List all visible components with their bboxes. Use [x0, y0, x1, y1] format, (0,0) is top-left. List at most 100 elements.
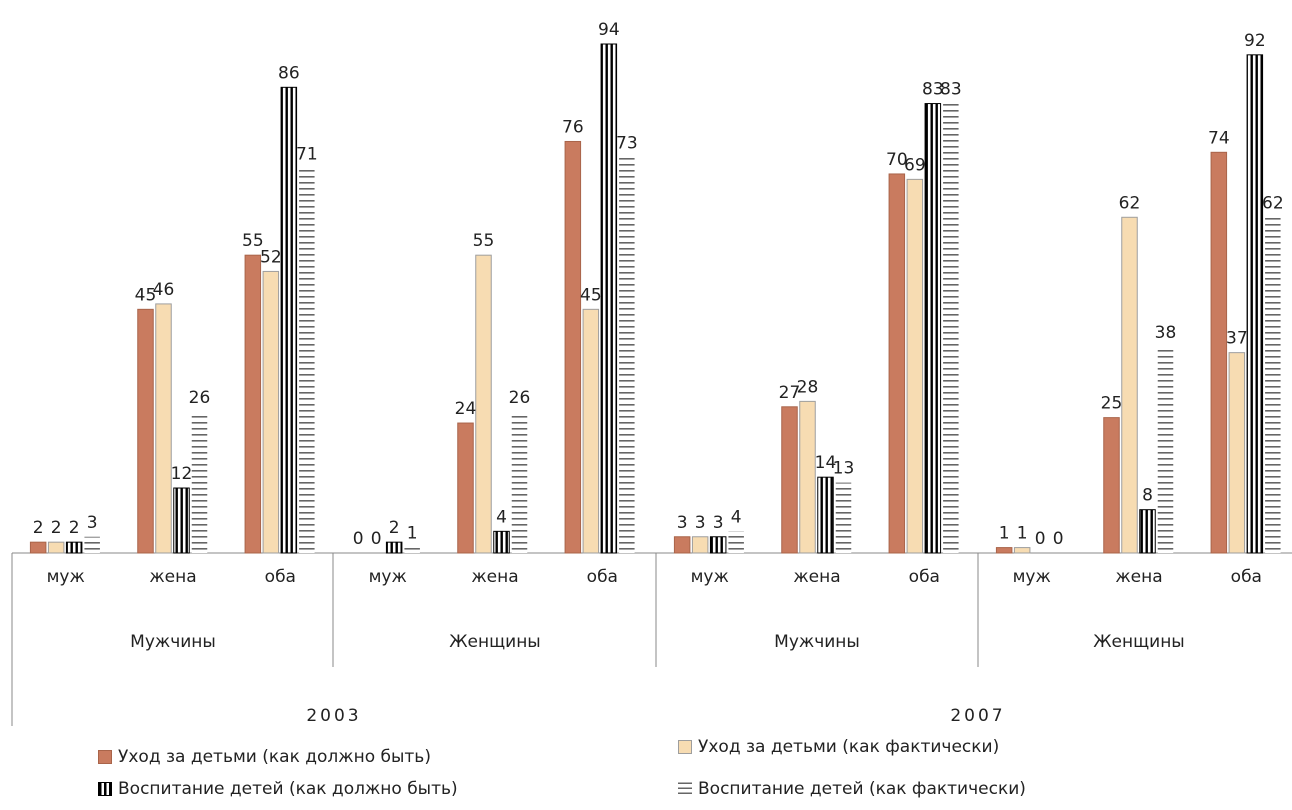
bar-s0-c11	[1210, 151, 1228, 554]
data-label-s1-c8: 69	[904, 155, 926, 175]
data-label-s1-c9: 1	[1017, 524, 1028, 544]
bar-s3-c7	[835, 482, 852, 553]
data-label-s0-c6: 3	[677, 513, 688, 533]
group-label-0: Мужчины	[130, 632, 216, 652]
data-label-s1-c6: 3	[695, 513, 706, 533]
data-label-s1-c10: 62	[1119, 193, 1141, 213]
data-labels-layer: 2455502476327701257424652055453286916237…	[33, 20, 1284, 549]
bar-s1-c11	[1228, 352, 1246, 554]
data-label-s2-c2: 86	[278, 63, 300, 83]
data-label-s0-c4: 24	[455, 399, 477, 419]
category-label-10: жена	[1115, 567, 1162, 587]
category-labels-layer: муж жена оба муж жена оба муж жена оба муж жена оба…	[47, 567, 1262, 726]
data-label-s2-c9: 0	[1035, 529, 1046, 549]
category-label-7: жена	[793, 567, 840, 587]
bar-s2-c3	[385, 541, 403, 554]
bar-s3-c0	[84, 536, 100, 553]
bar-s1-c4	[475, 254, 492, 554]
bar-s1-c7	[799, 400, 816, 554]
bar-s1-c10	[1121, 216, 1138, 554]
data-label-s3-c9: 0	[1053, 529, 1064, 549]
bar-s2-c11	[1246, 54, 1264, 554]
bar-s0-c6	[673, 536, 691, 554]
data-label-s3-c2: 71	[296, 145, 318, 165]
group-label-1: Женщины	[449, 632, 540, 652]
bar-s1-c6	[691, 536, 709, 554]
bar-s2-c5	[600, 43, 618, 554]
data-label-s0-c3: 0	[353, 529, 364, 549]
bar-s3-c11	[1265, 217, 1281, 553]
data-label-s3-c4: 26	[509, 388, 531, 408]
bar-s2-c7	[817, 476, 834, 554]
bar-s1-c2	[262, 270, 280, 554]
data-label-s2-c3: 2	[389, 518, 400, 538]
category-label-2: оба	[265, 567, 296, 587]
data-label-s1-c0: 2	[51, 518, 62, 538]
bars-layer	[29, 43, 1281, 554]
data-label-s2-c1: 12	[171, 464, 193, 484]
data-label-s3-c5: 73	[616, 134, 638, 154]
bar-s2-c2	[280, 86, 298, 554]
data-label-s1-c2: 52	[260, 247, 282, 267]
data-label-s0-c10: 25	[1101, 394, 1123, 414]
category-label-11: оба	[1231, 567, 1262, 587]
data-label-s0-c9: 1	[999, 524, 1010, 544]
data-label-s0-c5: 76	[562, 117, 584, 137]
bar-s3-c2	[299, 168, 315, 554]
data-label-s0-c11: 74	[1208, 128, 1230, 148]
bar-s0-c7	[781, 406, 798, 554]
bar-s2-c4	[493, 530, 510, 554]
data-label-s2-c6: 3	[713, 513, 724, 533]
data-label-s2-c11: 92	[1244, 31, 1266, 51]
year-label-1: 2007	[950, 706, 1005, 726]
bar-s3-c10	[1157, 347, 1174, 553]
category-label-9: муж	[1013, 567, 1051, 587]
data-label-s3-c11: 62	[1262, 193, 1284, 213]
data-label-s3-c8: 83	[940, 80, 962, 100]
data-label-s1-c1: 46	[153, 280, 175, 300]
data-label-s2-c7: 14	[815, 453, 837, 473]
bar-s3-c4	[511, 412, 528, 553]
bar-s0-c10	[1103, 417, 1120, 554]
data-label-s0-c8: 70	[886, 150, 908, 170]
data-label-s3-c6: 4	[731, 507, 742, 527]
group-label-2: Мужчины	[774, 632, 860, 652]
category-label-4: жена	[471, 567, 518, 587]
data-label-s3-c7: 13	[833, 459, 855, 479]
data-label-s1-c4: 55	[473, 231, 495, 251]
bar-s1-c1	[155, 303, 172, 554]
category-label-6: муж	[691, 567, 729, 587]
data-label-s2-c10: 8	[1142, 486, 1153, 506]
bar-s0-c8	[888, 173, 906, 554]
bar-s0-c1	[137, 308, 154, 554]
category-label-1: жена	[149, 567, 196, 587]
data-label-s0-c0: 2	[33, 518, 44, 538]
data-label-s1-c5: 45	[580, 285, 602, 305]
data-label-s2-c8: 83	[922, 80, 944, 100]
bar-s0-c4	[457, 422, 474, 554]
data-label-s0-c7: 27	[779, 383, 801, 403]
category-label-0: муж	[47, 567, 85, 587]
data-label-s1-c11: 37	[1226, 329, 1248, 349]
bar-s0-c9	[995, 547, 1013, 554]
bar-s1-c0	[47, 541, 65, 554]
data-label-s3-c1: 26	[189, 388, 211, 408]
data-label-s0-c1: 45	[135, 285, 157, 305]
data-label-s2-c0: 2	[69, 518, 80, 538]
data-label-s1-c7: 28	[797, 377, 819, 397]
bar-s3-c8	[943, 103, 959, 553]
year-label-0: 2003	[306, 706, 361, 726]
bar-s3-c6	[728, 531, 744, 553]
bar-s3-c3	[404, 547, 420, 553]
data-label-s2-c4: 4	[496, 507, 507, 527]
axis-layer	[11, 552, 1292, 726]
category-label-5: оба	[587, 567, 618, 587]
data-label-s3-c10: 38	[1155, 323, 1177, 343]
data-label-s2-c5: 94	[598, 20, 620, 40]
bar-s0-c2	[244, 254, 262, 554]
bar-s2-c0	[65, 541, 83, 554]
category-label-3: муж	[369, 567, 407, 587]
category-label-8: оба	[909, 567, 940, 587]
